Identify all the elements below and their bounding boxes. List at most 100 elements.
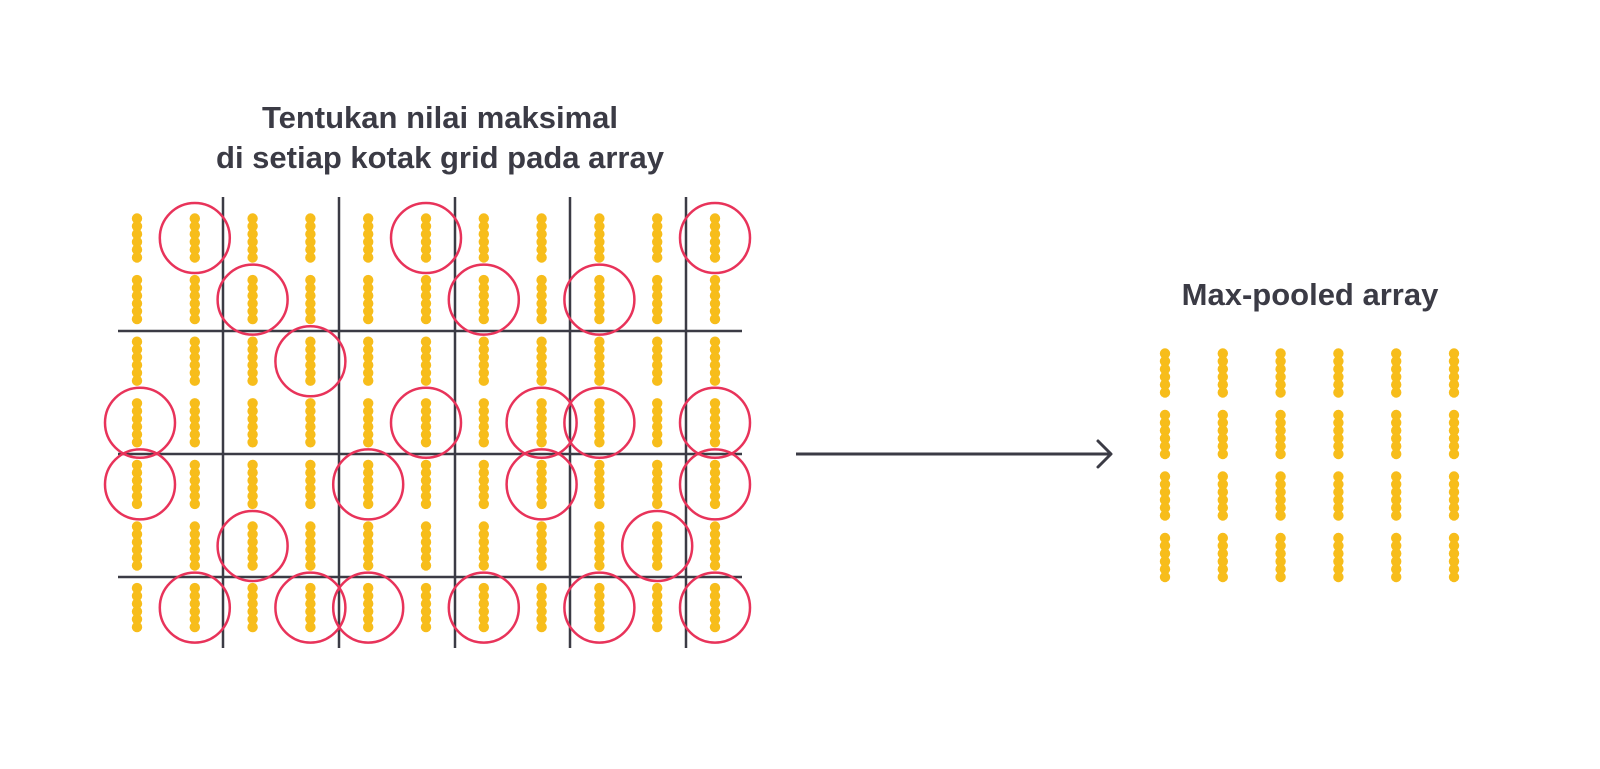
array-dot [536,483,547,494]
array-dot [1333,556,1344,567]
array-dot [652,228,663,240]
max-highlight-circle [620,509,694,583]
array-dot [189,274,200,286]
input-cell [594,459,605,510]
array-dot [1217,571,1229,583]
array-dot [652,552,663,563]
array-dot [1391,425,1402,436]
array-dot [594,490,605,502]
array-dot [1448,486,1460,498]
array-dot [1333,548,1344,559]
array-dot [131,529,143,540]
array-dot [709,498,721,510]
array-dot [247,398,258,409]
array-dot [189,483,200,494]
array-dot [652,606,663,617]
input-cell [420,274,432,325]
array-dot [1217,540,1229,551]
input-cell [247,521,258,571]
array-dot [536,606,547,617]
array-dot [478,352,489,363]
array-dot [594,282,605,294]
array-dot [594,290,605,301]
array-dot [1391,564,1402,575]
pooled-cell [1159,532,1171,583]
array-dot [189,290,200,301]
array-dot [420,375,432,386]
max-value-highlights [103,201,752,644]
array-dot [1333,479,1344,490]
array-dot [1391,510,1402,521]
array-dot [1159,471,1171,482]
array-dot [594,228,605,240]
array-dot [189,475,200,486]
array-dot [536,282,547,294]
array-dot [363,375,374,386]
array-dot [1333,564,1344,575]
array-dot [131,236,143,248]
array-dot [363,560,374,571]
max-highlight-circle [158,571,232,644]
array-dot [1275,471,1286,482]
array-dot [1217,448,1229,460]
input-cell [420,398,432,448]
array-dot [1275,363,1286,375]
array-dot [247,421,258,432]
array-dot [1159,448,1171,460]
array-dot [652,413,663,425]
pooled-cell [1217,471,1229,521]
array-dot [1333,417,1344,428]
array-dot [420,306,432,317]
array-dot [247,598,258,609]
array-dot [594,375,605,386]
array-dot [652,313,663,325]
array-dot [131,274,143,286]
array-dot [247,590,258,602]
array-dot [652,367,663,379]
array-dot [1159,510,1171,521]
input-cell [305,274,316,325]
arrow-right-icon [796,439,1113,469]
array-dot [247,290,258,301]
array-dot [189,282,200,294]
array-dot [709,521,721,532]
array-dot [305,298,316,309]
pooled-cell [1333,532,1344,583]
array-dot [1391,417,1402,428]
array-dot [652,529,663,540]
array-dot [131,490,143,502]
array-dot [1159,502,1171,513]
array-dot [1217,564,1229,575]
array-dot [652,621,663,633]
array-dot [247,475,258,486]
array-dot [594,429,605,440]
array-dot [594,475,605,486]
array-dot [1159,371,1171,383]
input-cell [536,582,547,633]
array-dot [594,614,605,625]
array-dot [420,582,432,594]
array-dot [709,536,721,548]
input-cell [305,398,316,448]
array-dot [536,437,547,448]
array-dot [536,313,547,325]
input-cell [363,521,374,571]
array-dot [1159,548,1171,559]
array-dot [189,529,200,540]
array-dot [305,544,316,556]
array-dot [478,413,489,425]
array-dot [709,352,721,363]
array-dot [652,298,663,309]
array-dot [247,529,258,540]
array-dot [363,282,374,294]
array-dot [247,344,258,355]
array-dot [709,552,721,563]
array-dot [247,336,258,347]
array-dot [1333,425,1344,436]
array-dot [1217,356,1229,367]
array-dot [709,614,721,625]
array-dot [1448,387,1460,398]
array-dot [1159,356,1171,367]
array-dot [536,498,547,510]
array-dot [1448,471,1460,482]
